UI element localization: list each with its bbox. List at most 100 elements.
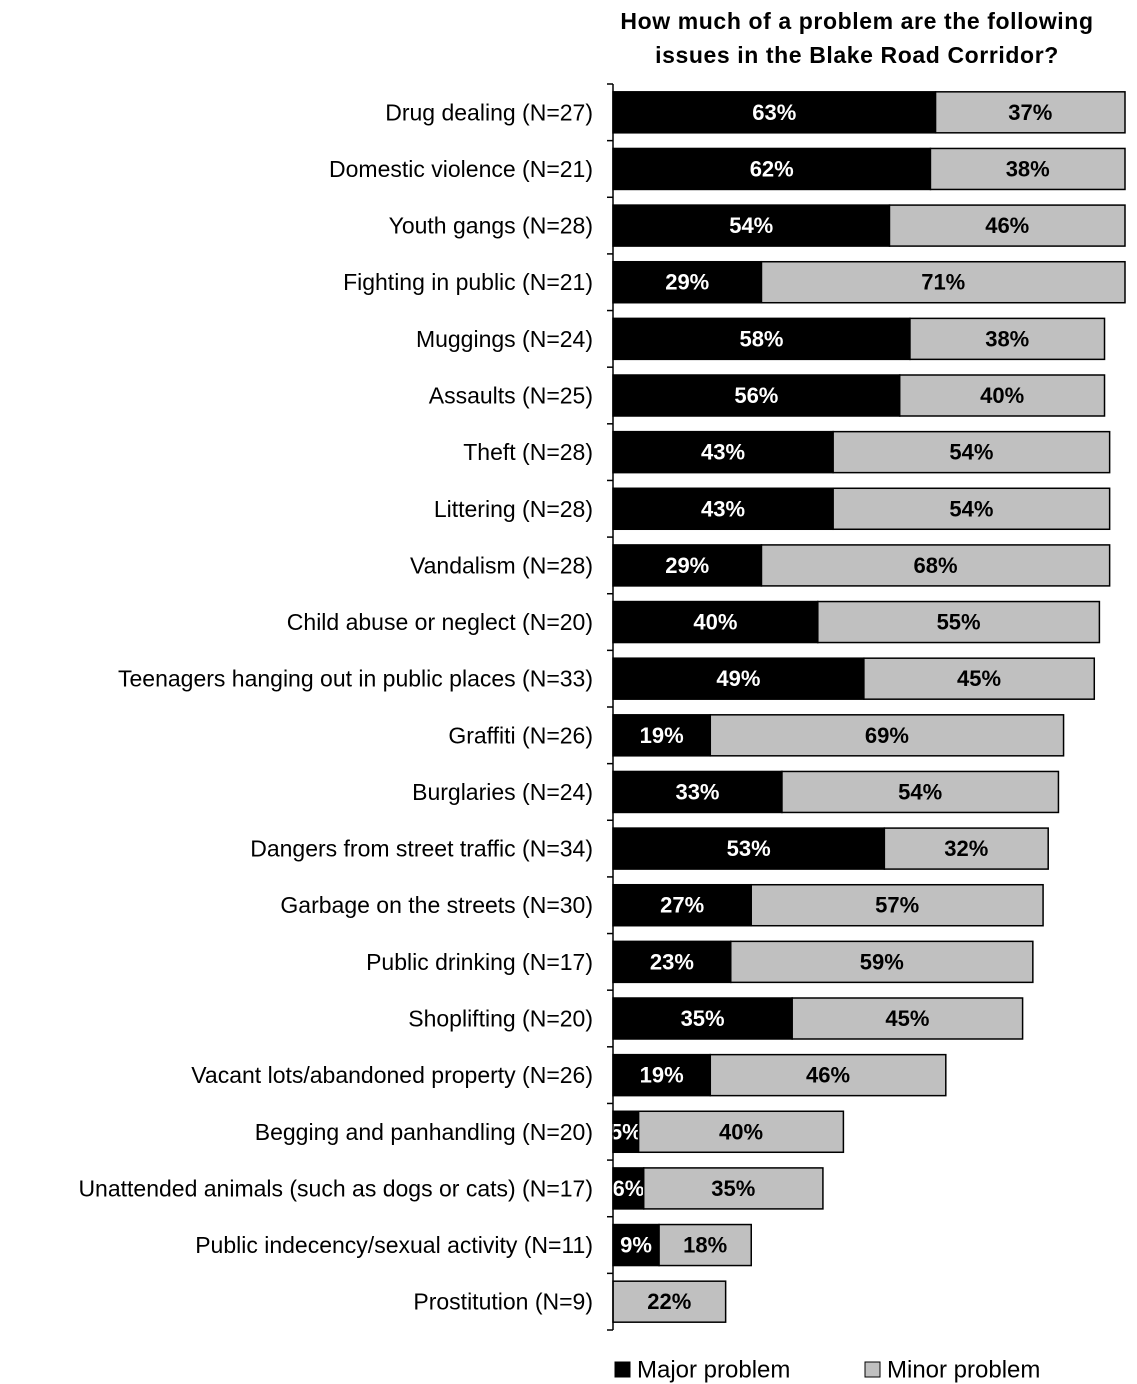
bar-segment <box>760 260 1126 304</box>
bar-segment <box>709 1053 947 1097</box>
bar-segment <box>612 317 911 361</box>
bar-segment <box>612 940 732 984</box>
data-label: 53% <box>727 836 771 861</box>
bar-segment <box>909 317 1106 361</box>
data-label: 18% <box>683 1233 727 1258</box>
category-label: Youth gangs (N=28) <box>389 213 593 239</box>
category-label: Public indecency/sexual activity (N=11) <box>195 1232 593 1258</box>
category-label: Burglaries (N=24) <box>412 779 593 805</box>
bar-segment <box>791 997 1024 1040</box>
data-label: 29% <box>665 270 709 295</box>
legend-label: Minor problem <box>887 1357 1040 1384</box>
bar-segment <box>612 1223 660 1267</box>
category-label: Littering (N=28) <box>434 496 593 522</box>
category-label: Garbage on the streets (N=30) <box>280 892 593 918</box>
data-label: 54% <box>729 213 773 238</box>
data-label: 37% <box>1008 100 1052 125</box>
bar-segment <box>832 430 1111 474</box>
data-label: 9% <box>620 1233 652 1258</box>
data-label: 19% <box>640 723 684 748</box>
bar-segment <box>781 770 1060 814</box>
data-label: 55% <box>937 610 981 635</box>
bar-segment <box>658 1223 752 1267</box>
bar-segment <box>612 430 834 474</box>
bar-segment <box>929 147 1126 191</box>
category-label: Public drinking (N=17) <box>366 949 593 975</box>
data-label: 43% <box>701 496 745 521</box>
category-label: Vacant lots/abandoned property (N=26) <box>191 1062 593 1088</box>
category-label: Domestic violence (N=21) <box>329 156 593 182</box>
data-label: 32% <box>944 836 988 861</box>
data-label: 46% <box>806 1063 850 1088</box>
bar-segment <box>637 1110 845 1154</box>
data-label: 38% <box>985 326 1029 351</box>
bar-segment <box>898 374 1106 417</box>
category-label: Begging and panhandling (N=20) <box>255 1119 593 1145</box>
bar-segment <box>612 883 752 927</box>
bar-segment <box>612 260 763 304</box>
data-label: 49% <box>716 666 760 691</box>
data-label: 27% <box>660 893 704 918</box>
data-label: 59% <box>860 949 904 974</box>
bar-segment <box>832 487 1111 531</box>
bar-segment <box>612 657 865 700</box>
data-label: 40% <box>980 383 1024 408</box>
bar-segment <box>817 600 1101 644</box>
chart-title: How much of a problem are the following … <box>620 8 1094 68</box>
data-label: 62% <box>750 156 794 181</box>
legend-label: Major problem <box>637 1357 790 1384</box>
data-label: 33% <box>675 779 719 804</box>
category-label: Teenagers hanging out in public places (… <box>118 666 593 692</box>
data-label: 54% <box>949 496 993 521</box>
data-label: 57% <box>875 893 919 918</box>
bar-segment <box>612 827 886 870</box>
bar-segment <box>863 657 1096 700</box>
data-label: 46% <box>985 213 1029 238</box>
category-label: Dangers from street traffic (N=34) <box>250 836 593 862</box>
category-label: Prostitution (N=9) <box>413 1289 593 1315</box>
bar-segment <box>612 1280 727 1323</box>
category-label: Graffiti (N=26) <box>448 722 593 748</box>
data-label: 29% <box>665 553 709 578</box>
bar-segment <box>612 374 901 417</box>
data-label: 22% <box>647 1289 691 1314</box>
data-label: 6% <box>612 1176 644 1201</box>
data-label: 40% <box>693 610 737 635</box>
bar-segment <box>709 714 1065 757</box>
category-label: Vandalism (N=28) <box>410 552 593 578</box>
data-label: 38% <box>1006 156 1050 181</box>
data-label: 45% <box>957 666 1001 691</box>
bar-segment <box>612 91 937 134</box>
bar-segment <box>730 940 1034 984</box>
data-label: 35% <box>711 1176 755 1201</box>
data-label: 43% <box>701 440 745 465</box>
data-label: 45% <box>885 1006 929 1031</box>
bar-segment <box>888 204 1126 247</box>
bar-segment <box>934 91 1126 134</box>
bar-segment <box>750 883 1044 927</box>
category-label: Assaults (N=25) <box>429 383 593 409</box>
data-label: 35% <box>681 1006 725 1031</box>
data-label: 63% <box>752 100 796 125</box>
legend-swatch <box>614 1361 631 1378</box>
legend-swatch <box>864 1361 881 1378</box>
data-label: 40% <box>719 1119 763 1144</box>
data-label: 68% <box>914 553 958 578</box>
data-label: 56% <box>734 383 778 408</box>
data-label: 5% <box>610 1119 642 1144</box>
bar-segment <box>612 204 891 247</box>
bar-segment <box>642 1167 824 1210</box>
category-label: Fighting in public (N=21) <box>343 269 593 295</box>
data-label: 54% <box>949 440 993 465</box>
data-label: 54% <box>898 779 942 804</box>
category-label: Shoplifting (N=20) <box>408 1006 593 1032</box>
bar-segment <box>883 827 1049 870</box>
data-label: 71% <box>921 270 965 295</box>
category-label: Muggings (N=24) <box>416 326 593 352</box>
category-label: Drug dealing (N=27) <box>385 99 593 125</box>
bar-segment <box>612 544 763 587</box>
data-label: 69% <box>865 723 909 748</box>
bar-segment <box>760 544 1111 587</box>
